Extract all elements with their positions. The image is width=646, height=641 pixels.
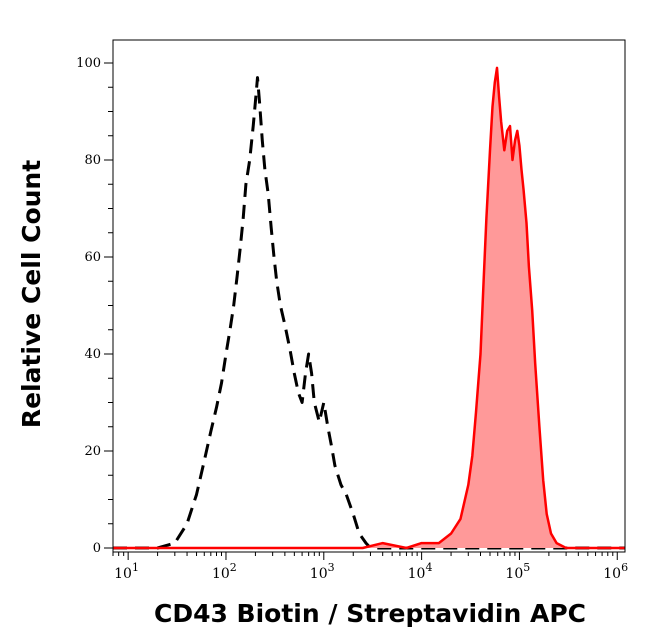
y-tick-label: 60 (84, 250, 101, 265)
x-tick-base: 10 (408, 566, 426, 582)
x-tick-exponent: 6 (621, 561, 628, 574)
x-axis: 101 102 103 104 105 106 (112, 552, 628, 582)
x-tick-base: 10 (212, 566, 230, 582)
x-axis-title: CD43 Biotin / Streptavidin APC (154, 599, 586, 628)
x-tick-base: 10 (505, 566, 523, 582)
x-tick-label: 104 (408, 561, 433, 582)
y-tick-label: 0 (93, 541, 101, 556)
y-axis-title: Relative Cell Count (17, 160, 46, 428)
x-tick-exponent: 1 (132, 561, 139, 574)
series-1-fill (113, 67, 625, 549)
x-tick-exponent: 4 (425, 561, 432, 574)
y-tick-label: 100 (76, 56, 101, 71)
series-0-line (113, 76, 625, 550)
y-tick-label: 40 (84, 347, 101, 362)
x-tick-label: 101 (114, 561, 139, 582)
y-tick-label: 20 (84, 444, 101, 459)
x-tick-base: 10 (603, 566, 621, 582)
x-tick-label: 102 (212, 561, 237, 582)
x-tick-exponent: 2 (230, 561, 237, 574)
y-axis: 0 20 40 60 80 100 (76, 56, 113, 556)
x-tick-exponent: 3 (328, 561, 335, 574)
x-tick-base: 10 (310, 566, 328, 582)
series-layer (113, 66, 625, 550)
x-tick-label: 106 (603, 561, 628, 582)
plot-frame (112, 39, 626, 553)
x-tick-exponent: 5 (523, 561, 530, 574)
x-tick-label: 103 (310, 561, 335, 582)
y-tick-label: 80 (84, 153, 101, 168)
x-tick-label: 105 (505, 561, 530, 582)
x-tick-base: 10 (114, 566, 132, 582)
series-1-line (113, 66, 625, 550)
